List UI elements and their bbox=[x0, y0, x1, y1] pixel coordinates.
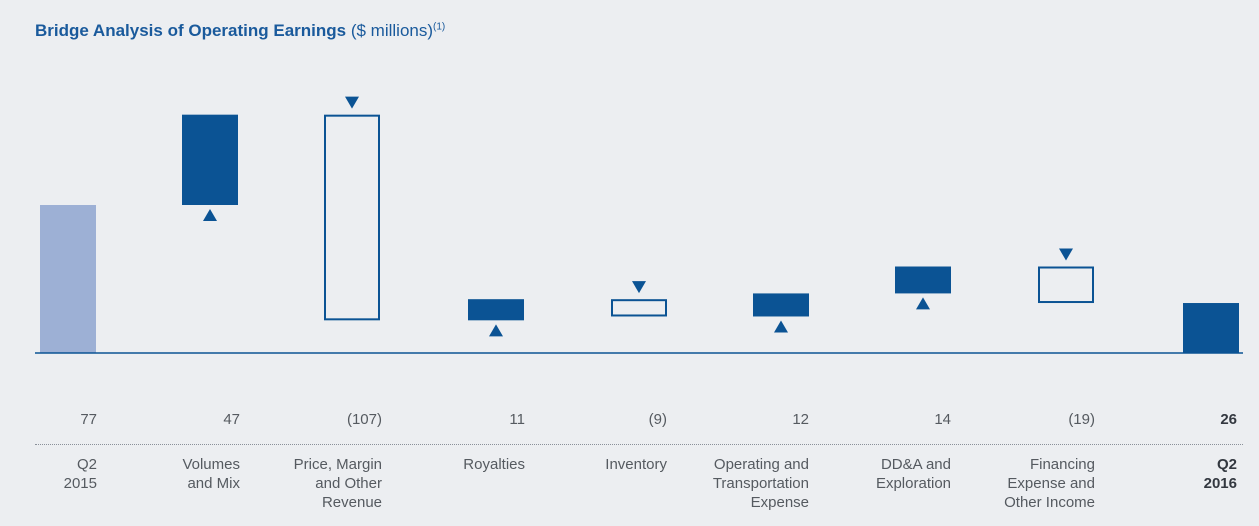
bar-decrease-7 bbox=[1038, 266, 1094, 304]
chart-title-unit: ($ millions) bbox=[350, 21, 434, 40]
value-label: (9) bbox=[648, 411, 667, 428]
chart-title-footnote: (1) bbox=[433, 21, 446, 33]
bar-decrease-4 bbox=[611, 299, 667, 317]
chart-title-main: Bridge Analysis of Operating Earnings bbox=[35, 21, 347, 40]
bar-total-8 bbox=[1183, 303, 1239, 353]
bar-increase-1 bbox=[182, 114, 238, 205]
bar-increase-3 bbox=[468, 299, 524, 321]
category-label: DD&A and Exploration bbox=[875, 456, 951, 492]
category-label: Volumes and Mix bbox=[182, 456, 240, 492]
category-label: Q2 2015 bbox=[63, 456, 97, 492]
value-label: (19) bbox=[1068, 411, 1095, 428]
value-label: 12 bbox=[792, 411, 809, 428]
arrow-down-2 bbox=[345, 96, 359, 109]
arrow-up-5 bbox=[774, 320, 788, 333]
arrow-up-1 bbox=[203, 209, 217, 221]
value-label: 11 bbox=[509, 411, 525, 428]
value-label: 26 bbox=[1220, 411, 1237, 428]
arrow-up-6 bbox=[916, 297, 930, 310]
dotted-separator bbox=[35, 444, 1243, 445]
category-label: Inventory bbox=[605, 456, 667, 473]
category-label: Financing Expense and Other Income bbox=[1004, 456, 1095, 511]
value-label: 77 bbox=[80, 411, 97, 428]
chart-title: Bridge Analysis of Operating Earnings ($… bbox=[35, 21, 445, 41]
value-label: 47 bbox=[223, 411, 240, 428]
category-label: Royalties bbox=[463, 456, 525, 473]
arrow-down-4 bbox=[632, 281, 646, 294]
bar-increase-6 bbox=[895, 266, 951, 294]
arrow-up-3 bbox=[489, 324, 503, 337]
bar-total-0 bbox=[40, 205, 96, 353]
category-label: Q2 2016 bbox=[1203, 456, 1237, 492]
value-label: (107) bbox=[346, 411, 382, 428]
value-label: 14 bbox=[934, 411, 951, 428]
category-label: Price, Margin and Other Revenue bbox=[293, 456, 382, 511]
category-label: Operating and Transportation Expense bbox=[712, 456, 809, 511]
bar-decrease-2 bbox=[324, 114, 380, 321]
bar-increase-5 bbox=[753, 293, 809, 317]
arrow-down-7 bbox=[1059, 248, 1073, 261]
